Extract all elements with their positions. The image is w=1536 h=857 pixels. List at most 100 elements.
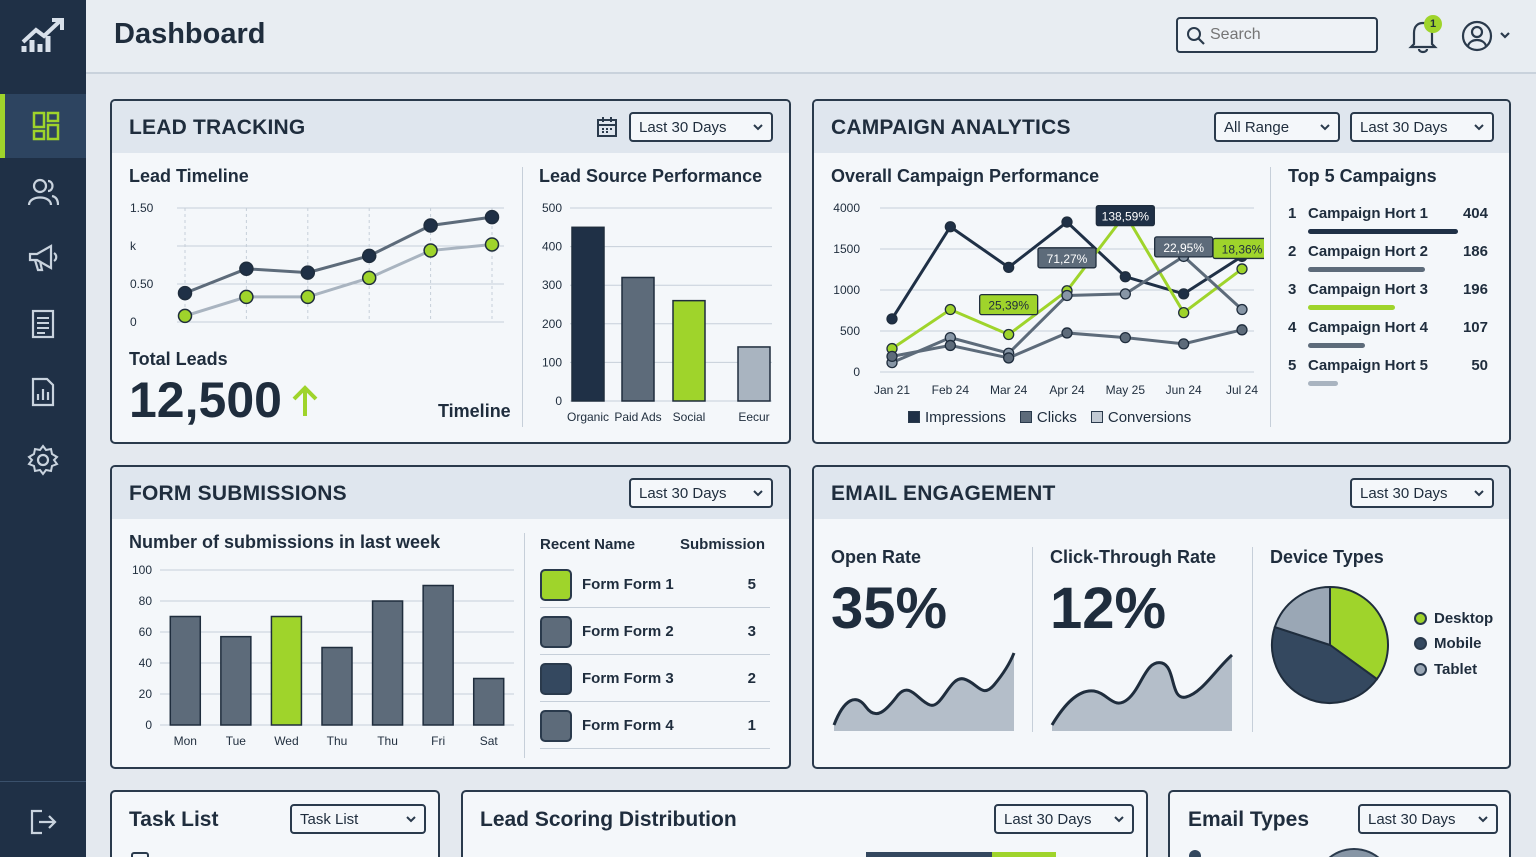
timeline-label: Timeline <box>438 401 511 421</box>
user-avatar-icon[interactable] <box>1460 18 1516 54</box>
arrow-up-icon <box>292 385 318 416</box>
search-box[interactable] <box>1176 17 1378 53</box>
form-row[interactable]: Form Form 1 5 <box>540 562 770 608</box>
annotation-box <box>1212 237 1264 260</box>
sidebar-item-analytics[interactable] <box>0 360 86 424</box>
email-types-pie <box>1314 848 1394 857</box>
campaign-value: 196 <box>1462 281 1488 298</box>
lead-source-title: Lead Source Performance <box>539 166 763 186</box>
data-point <box>1178 306 1190 319</box>
campaign-rank: 4 <box>1288 319 1297 336</box>
campaign-name: Campaign Hort 1 <box>1308 205 1429 222</box>
email-types-dropdown[interactable]: Last 30 Days <box>1358 804 1498 834</box>
bar <box>321 646 353 726</box>
y-tick-label: 200 <box>542 317 562 331</box>
bar <box>672 299 706 402</box>
campaign-range-dropdown[interactable]: All Range <box>1214 112 1340 142</box>
form-count: 2 <box>747 670 756 687</box>
analytics-icon <box>31 377 55 407</box>
form-icon <box>540 663 572 695</box>
email-range-dropdown[interactable]: Last 30 Days <box>1350 478 1494 508</box>
forms-range-value: Last 30 Days <box>639 485 727 502</box>
email-types-title: Email Types <box>1188 808 1309 831</box>
campaign-row[interactable]: 4 Campaign Hort 4 107 <box>1288 319 1498 357</box>
campaign-name: Campaign Hort 3 <box>1308 281 1429 298</box>
search-input[interactable] <box>1210 25 1370 45</box>
lead-tracking-title: LEAD TRACKING <box>129 116 306 139</box>
sidebar-item-settings[interactable] <box>0 428 86 492</box>
form-icon <box>540 710 572 742</box>
task-checkbox[interactable] <box>131 852 149 857</box>
sidebar <box>0 0 86 857</box>
form-row[interactable]: Form Form 3 2 <box>540 656 770 702</box>
y-tick-label: 500 <box>840 324 860 338</box>
lead-range-dropdown[interactable]: Last 30 Days <box>629 112 773 142</box>
top-campaigns-title: Top 5 Campaigns <box>1288 166 1437 186</box>
bar <box>571 226 605 402</box>
legend-clicks: Clicks <box>1019 409 1077 426</box>
campaign-period-dropdown[interactable]: Last 30 Days <box>1350 112 1494 142</box>
campaign-rank: 2 <box>1288 243 1297 260</box>
annotation-box <box>1037 247 1097 269</box>
data-point <box>1236 303 1248 316</box>
data-point <box>300 265 316 280</box>
campaign-name: Campaign Hort 4 <box>1308 319 1429 336</box>
overall-title: Overall Campaign Performance <box>831 166 1100 186</box>
data-point <box>177 285 193 301</box>
form-name: Form Form 3 <box>582 670 674 687</box>
x-tick-label: Jul 24 <box>1226 383 1258 397</box>
x-tick-label: Apr 24 <box>1049 383 1085 397</box>
bar <box>621 276 655 402</box>
campaign-bar <box>1308 267 1425 272</box>
forms-header: FORM SUBMISSIONS Last 30 Days <box>112 467 789 519</box>
sidebar-item-users[interactable] <box>0 160 86 224</box>
lead-scoring-dropdown[interactable]: Last 30 Days <box>994 804 1134 834</box>
notification-badge: 1 <box>1424 15 1442 33</box>
form-row[interactable]: Form Form 4 1 <box>540 703 770 749</box>
campaign-row[interactable]: 2 Campaign Hort 2 186 <box>1288 243 1498 281</box>
x-tick-label: Mar 24 <box>990 383 1028 397</box>
x-tick-label: Social <box>673 410 706 424</box>
total-leads-value: 12,500 <box>129 372 282 428</box>
y-tick-label: 0.50 <box>130 277 154 291</box>
divider <box>1270 167 1271 427</box>
campaign-value: 404 <box>1462 205 1488 222</box>
chevron-down-icon <box>406 816 416 823</box>
data-point <box>361 270 377 286</box>
users-icon <box>27 178 59 206</box>
campaign-range-value: All Range <box>1224 119 1290 136</box>
campaign-bar <box>1308 229 1458 234</box>
bar <box>169 615 202 726</box>
campaign-row[interactable]: 1 Campaign Hort 1 404 <box>1288 205 1498 243</box>
annotation-label: 138,59% <box>1102 210 1150 224</box>
campaign-row[interactable]: 5 Campaign Hort 5 50 <box>1288 357 1498 395</box>
data-point <box>239 289 254 305</box>
sidebar-item-reports[interactable] <box>0 292 86 356</box>
data-point <box>1003 328 1015 341</box>
task-list-dropdown[interactable]: Task List <box>290 804 426 834</box>
calendar-icon[interactable] <box>596 116 618 138</box>
form-submissions-card: FORM SUBMISSIONS Last 30 Days Number of … <box>110 465 791 769</box>
bar <box>422 584 454 726</box>
form-row[interactable]: Form Form 2 3 <box>540 609 770 655</box>
sidebar-item-dashboard[interactable] <box>0 94 86 158</box>
data-point <box>1236 263 1248 275</box>
data-point <box>484 237 500 252</box>
data-point <box>944 339 956 352</box>
series-line <box>184 242 493 318</box>
campaign-card: CAMPAIGN ANALYTICS All Range Last 30 Day… <box>812 99 1511 444</box>
form-name: Form Form 2 <box>582 623 674 640</box>
scoring-bar-dark <box>866 852 992 857</box>
forms-range-dropdown[interactable]: Last 30 Days <box>629 478 773 508</box>
y-tick-label: 1.50 <box>130 201 154 215</box>
x-tick-label: Fri <box>431 734 445 748</box>
lead-tracking-card: LEAD TRACKING Last 30 Days Lead Timeline… <box>110 99 791 444</box>
form-name: Form Form 4 <box>582 717 674 734</box>
chevron-down-icon <box>753 124 763 131</box>
data-point <box>361 248 377 264</box>
x-tick-label: Jun 24 <box>1166 383 1202 397</box>
sidebar-item-logout[interactable] <box>0 790 86 854</box>
pie-slice <box>1271 625 1379 704</box>
campaign-row[interactable]: 3 Campaign Hort 3 196 <box>1288 281 1498 319</box>
sidebar-item-campaigns[interactable] <box>0 226 86 290</box>
